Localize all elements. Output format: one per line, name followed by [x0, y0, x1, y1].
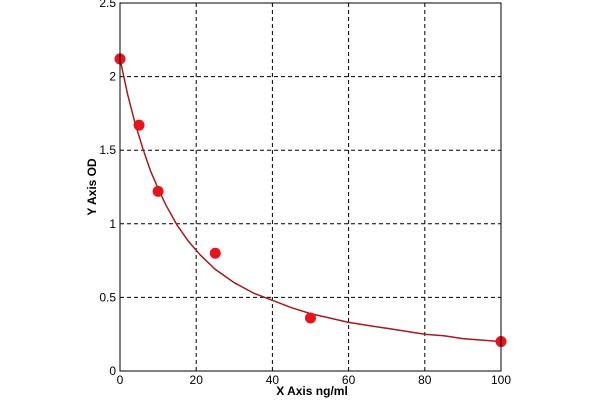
y-tick-label: 2 — [109, 70, 116, 84]
y-tick-label: 1 — [109, 217, 116, 231]
x-tick-label: 80 — [418, 373, 432, 387]
x-tick-label: 0 — [117, 373, 124, 387]
fit-curve-line — [119, 58, 502, 343]
fit-curve-layer — [119, 58, 502, 343]
x-tick-label: 60 — [342, 373, 356, 387]
x-tick-label: 100 — [491, 373, 511, 387]
grid-layer — [120, 3, 501, 371]
x-tick-label: 40 — [266, 373, 280, 387]
x-axis-title: X Axis ng/ml — [276, 384, 348, 398]
y-axis-title: Y Axis OD — [85, 158, 99, 216]
x-tick-label: 20 — [190, 373, 204, 387]
y-tick-label: 1.5 — [99, 143, 116, 157]
y-tick-label: 0.5 — [99, 290, 116, 304]
plot-frame — [119, 2, 502, 372]
data-points-layer — [114, 53, 507, 348]
data-point — [209, 247, 221, 259]
y-tick-label: 0 — [109, 364, 116, 378]
data-point — [133, 119, 145, 131]
data-point — [152, 185, 164, 197]
y-tick-label: 2.5 — [99, 0, 116, 10]
data-point — [305, 312, 316, 324]
tick-labels-layer: 0 20 40 60 80 100 0 0.5 1 1.5 2 2.5 — [99, 0, 511, 387]
